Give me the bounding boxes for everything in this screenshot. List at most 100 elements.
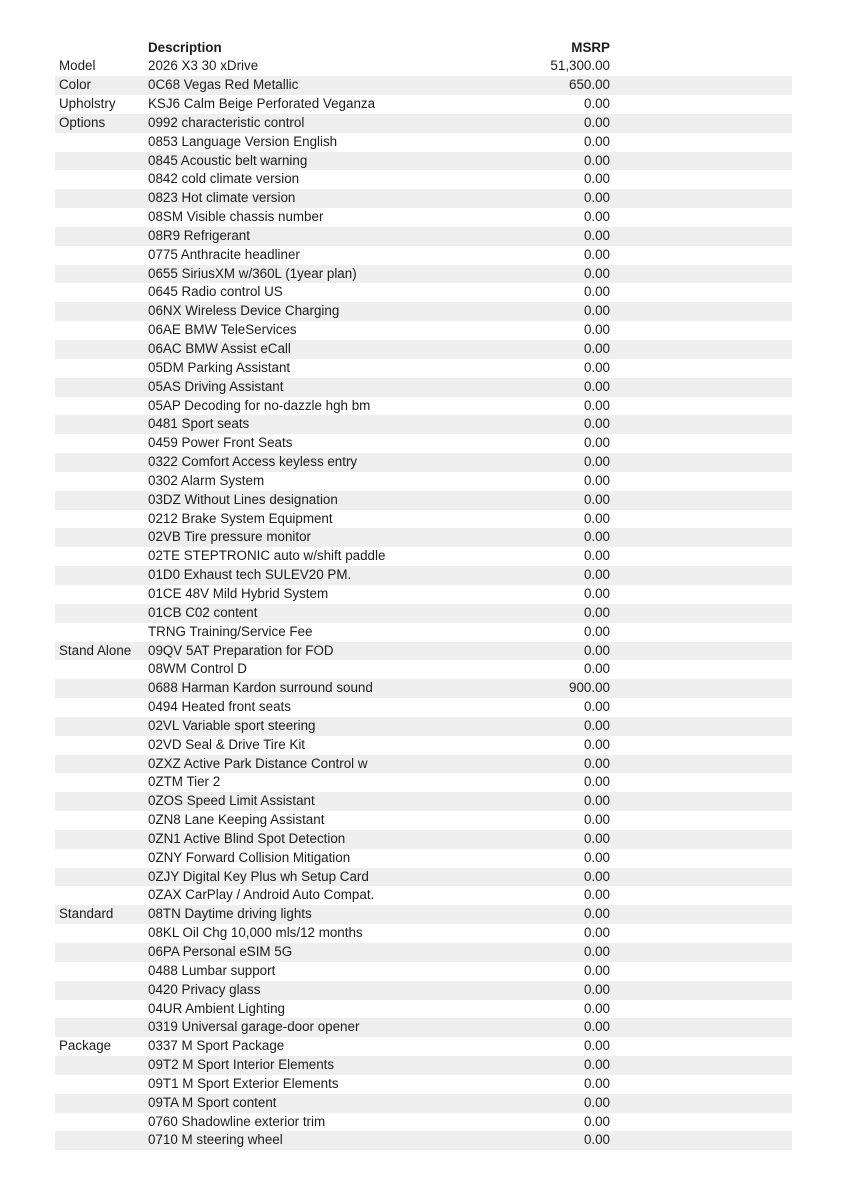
msrp-value: 0.00	[583, 793, 610, 809]
msrp-value: 0.00	[583, 962, 610, 978]
msrp-value: 0.00	[583, 812, 610, 828]
msrp-column-header: MSRP	[571, 39, 610, 55]
option-description: 2026 X3 30 xDrive	[148, 58, 259, 74]
section-label: Package	[59, 1038, 112, 1054]
table-row: 0319 Universal garage-door opener 0.00	[55, 1018, 792, 1038]
option-description: 0775 Anthracite headliner	[148, 246, 300, 262]
table-body: Model 2026 X3 30 xDrive 51,300.00 Color 0C68…	[55, 57, 792, 1151]
msrp-value: 0.00	[583, 717, 610, 733]
description-column-header: Description	[148, 39, 222, 55]
msrp-value: 51,300.00	[550, 58, 610, 74]
msrp-value: 0.00	[583, 472, 610, 488]
option-description: 0ZNY Forward Collision Mitigation	[148, 849, 351, 865]
table-row: 0853 Language Version English 0.00	[55, 133, 792, 152]
option-description: 0494 Heated front seats	[148, 699, 291, 715]
msrp-value: 0.00	[583, 736, 610, 752]
option-description: 0337 M Sport Package	[148, 1038, 285, 1054]
section-label: Stand Alone	[59, 642, 132, 658]
msrp-value: 0.00	[583, 661, 610, 677]
table-row: 0842 cold climate version 0.00	[55, 170, 792, 189]
option-description: 05AS Driving Assistant	[148, 378, 284, 394]
option-description: 0ZAX CarPlay / Android Auto Compat.	[148, 887, 375, 903]
table-row: 0ZNY Forward Collision Mitigation 0.00	[55, 849, 792, 868]
option-description: 0655 SiriusXM w/360L (1year plan)	[148, 265, 357, 281]
option-description: 0992 characteristic control	[148, 114, 305, 130]
table-row: 08SM Visible chassis number 0.00	[55, 208, 792, 227]
option-description: TRNG Training/Service Fee	[148, 623, 313, 639]
table-row: 0302 Alarm System 0.00	[55, 472, 792, 491]
msrp-value: 0.00	[583, 1113, 610, 1129]
msrp-value: 650.00	[569, 77, 610, 93]
msrp-value: 0.00	[583, 284, 610, 300]
table-row: 08WM Control D 0.00	[55, 660, 792, 679]
table-row: 0ZTM Tier 2 0.00	[55, 773, 792, 792]
option-description: 01D0 Exhaust tech SULEV20 PM.	[148, 567, 352, 583]
msrp-value: 0.00	[583, 548, 610, 564]
option-description: 0ZOS Speed Limit Assistant	[148, 793, 315, 809]
option-description: 0845 Acoustic belt warning	[148, 152, 308, 168]
option-description: 09QV 5AT Preparation for FOD	[148, 642, 334, 658]
msrp-value: 0.00	[583, 868, 610, 884]
table-row: 06PA Personal eSIM 5G 0.00	[55, 943, 792, 962]
msrp-value: 0.00	[583, 303, 610, 319]
option-description: 01CB C02 content	[148, 604, 258, 620]
table-header-row: Description MSRP	[55, 38, 792, 58]
table-row: 0ZJY Digital Key Plus wh Setup Card 0.00	[55, 867, 792, 887]
table-row: 0ZXZ Active Park Distance Control w 0.00	[55, 754, 792, 774]
table-row: 0760 Shadowline exterior trim 0.00	[55, 1113, 792, 1132]
option-description: 0ZN1 Active Blind Spot Detection	[148, 830, 346, 846]
msrp-value: 0.00	[583, 906, 610, 922]
msrp-value: 0.00	[583, 1000, 610, 1016]
table-row: 0ZN1 Active Blind Spot Detection 0.00	[55, 829, 792, 849]
option-description: 0488 Lumbar support	[148, 962, 276, 978]
msrp-value: 0.00	[583, 171, 610, 187]
option-description: 08KL Oil Chg 10,000 mls/12 months	[148, 925, 363, 941]
msrp-value: 0.00	[583, 1075, 610, 1091]
table-row: 0420 Privacy glass 0.00	[55, 980, 792, 1000]
table-row: Stand Alone 09QV 5AT Preparation for FOD 0…	[55, 641, 792, 661]
option-description: 03DZ Without Lines designation	[148, 491, 338, 507]
msrp-value: 0.00	[583, 341, 610, 356]
table-row: TRNG Training/Service Fee 0.00	[55, 623, 792, 642]
table-row: 0688 Harman Kardon surround sound 900.00	[55, 679, 792, 699]
option-description: 0302 Alarm System	[148, 472, 265, 488]
option-description: 05AP Decoding for no-dazzle hgh bm	[148, 397, 371, 413]
option-description: 09TA M Sport content	[148, 1094, 277, 1110]
option-description: 0322 Comfort Access keyless entry	[148, 454, 358, 470]
table-row: 0655 SiriusXM w/360L (1year plan) 0.00	[55, 264, 792, 284]
msrp-value: 0.00	[583, 1057, 610, 1073]
option-description: 02TE STEPTRONIC auto w/shift paddle	[148, 548, 386, 564]
table-row: 0459 Power Front Seats 0.00	[55, 434, 792, 453]
option-description: 02VD Seal & Drive Tire Kit	[148, 736, 306, 752]
table-row: 01D0 Exhaust tech SULEV20 PM. 0.00	[55, 566, 792, 585]
table-row: 0488 Lumbar support 0.00	[55, 962, 792, 981]
section-label: Upholstry	[59, 96, 116, 112]
table-row: Package 0337 M Sport Package 0.00	[55, 1037, 792, 1056]
option-description: 06AC BMW Assist eCall	[148, 341, 291, 356]
table-row: 0710 M steering wheel 0.00	[55, 1131, 792, 1151]
table-row: 0212 Brake System Equipment 0.00	[55, 510, 792, 529]
msrp-value: 0.00	[583, 397, 610, 413]
msrp-value: 900.00	[569, 680, 610, 696]
table-row: Color 0C68 Vegas Red Metallic 650.00	[55, 76, 792, 96]
msrp-value: 0.00	[583, 152, 610, 168]
option-description: 0853 Language Version English	[148, 133, 338, 149]
msrp-value: 0.00	[583, 265, 610, 281]
option-description: 0ZTM Tier 2	[148, 774, 221, 790]
option-description: 0842 cold climate version	[148, 171, 300, 187]
option-description: 02VB Tire pressure monitor	[148, 529, 311, 545]
table-row: 08R9 Refrigerant 0.00	[55, 226, 792, 246]
option-description: 0ZXZ Active Park Distance Control w	[148, 755, 368, 771]
msrp-value: 0.00	[583, 1019, 610, 1035]
option-description: 08WM Control D	[148, 661, 247, 677]
option-description: 0ZJY Digital Key Plus wh Setup Card	[148, 868, 369, 884]
option-description: 0C68 Vegas Red Metallic	[148, 77, 299, 93]
option-description: 08R9 Refrigerant	[148, 227, 250, 243]
option-description: 08SM Visible chassis number	[148, 209, 324, 225]
table-row: 0775 Anthracite headliner 0.00	[55, 246, 792, 265]
msrp-value: 0.00	[583, 755, 610, 771]
msrp-value: 0.00	[583, 944, 610, 959]
option-description: 09T2 M Sport Interior Elements	[148, 1057, 335, 1073]
option-description: 08TN Daytime driving lights	[148, 906, 312, 922]
section-label: Options	[59, 114, 106, 130]
